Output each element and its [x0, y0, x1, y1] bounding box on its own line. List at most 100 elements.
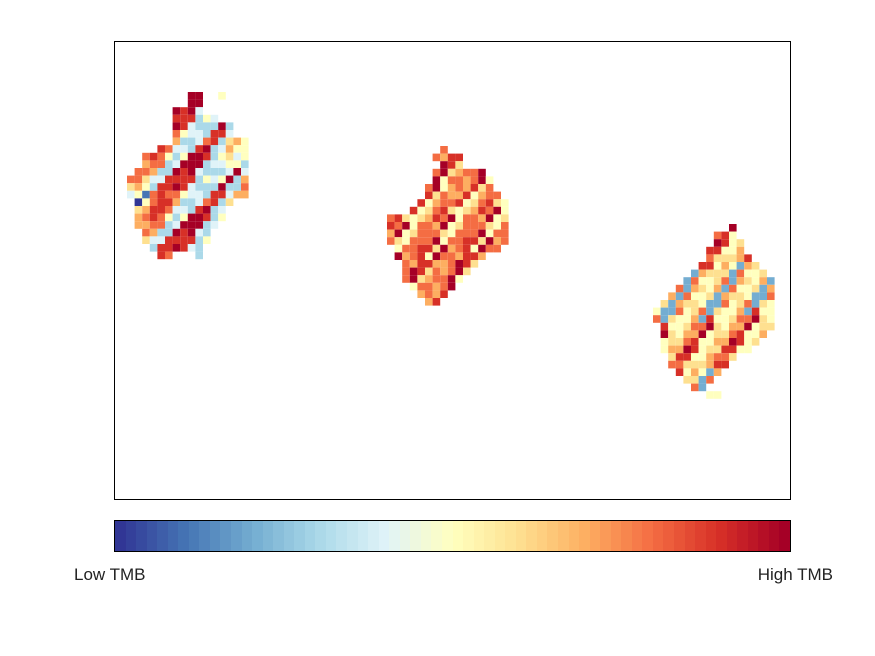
heatmap-cell — [767, 315, 775, 323]
heatmap-cell — [203, 228, 211, 237]
heatmap-cell — [218, 190, 226, 199]
heatmap-cell — [210, 152, 219, 161]
heatmap-cell — [225, 183, 234, 191]
heatmap-cell — [713, 360, 722, 369]
heatmap-cell — [470, 206, 479, 215]
heatmap-cell — [402, 222, 410, 230]
heatmap-cell — [744, 345, 752, 354]
heatmap-cell — [180, 152, 188, 161]
heatmap-cell — [187, 244, 196, 252]
colorbar-segment — [589, 521, 601, 551]
heatmap-cell — [425, 222, 433, 230]
heatmap-cell — [721, 315, 729, 323]
heatmap-cell — [195, 221, 203, 229]
heatmap-cell — [691, 368, 699, 376]
heatmap-cell — [713, 315, 722, 323]
heatmap-cell — [759, 315, 767, 323]
heatmap-cell — [432, 191, 441, 200]
heatmap-cell — [698, 322, 707, 331]
heatmap-cell — [713, 246, 722, 255]
heatmap-cell — [417, 222, 425, 230]
heatmap-cell — [683, 300, 691, 308]
colorbar-segment — [336, 521, 348, 551]
heatmap-cell — [409, 282, 418, 291]
heatmap-cell — [187, 145, 196, 153]
heatmap-cell — [447, 275, 456, 283]
heatmap-cell — [713, 391, 722, 399]
heatmap-cell — [706, 322, 714, 331]
heatmap-cell — [706, 391, 714, 399]
heatmap-cell — [440, 214, 448, 222]
heatmap-cell — [195, 228, 203, 237]
heatmap-cell — [195, 99, 203, 108]
heatmap-cell — [660, 307, 669, 316]
heatmap-cell — [195, 251, 203, 260]
heatmap-cell — [751, 307, 760, 316]
heatmap-cell — [165, 244, 173, 252]
heatmap-cell — [394, 237, 403, 245]
heatmap-cell — [729, 239, 737, 247]
heatmap-cell — [440, 222, 448, 230]
heatmap-cell — [203, 206, 211, 214]
heatmap-cell — [218, 213, 226, 222]
heatmap-cell — [195, 175, 203, 184]
heatmap-cell — [225, 122, 234, 130]
heatmap-cell — [195, 107, 203, 115]
colorbar-segment — [779, 521, 790, 551]
heatmap-cell — [432, 214, 441, 222]
heatmap-cell — [142, 168, 150, 176]
heatmap-cell — [210, 122, 219, 130]
heatmap-cell — [225, 152, 234, 161]
heatmap-cell — [409, 244, 418, 253]
heatmap-cell — [698, 368, 707, 376]
colorbar-segment — [220, 521, 232, 551]
colorbar-segment — [505, 521, 516, 551]
heatmap-cell — [447, 252, 456, 260]
colorbar-segment — [283, 521, 295, 551]
heatmap-cell — [195, 130, 203, 138]
heatmap-cell — [195, 213, 203, 222]
heatmap-cell — [675, 360, 684, 369]
heatmap-cell — [203, 221, 211, 229]
heatmap-cell — [187, 213, 196, 222]
heatmap-cell — [447, 267, 456, 276]
heatmap-cell — [402, 267, 410, 276]
heatmap-cell — [195, 145, 203, 153]
heatmap-cell — [447, 191, 456, 200]
heatmap-cell — [759, 300, 767, 308]
heatmap-cell — [440, 237, 448, 245]
heatmap-cell — [218, 122, 226, 130]
heatmap-cell — [493, 222, 501, 230]
heatmap-cell — [744, 277, 752, 285]
heatmap-cell — [425, 267, 433, 276]
heatmap-plot-area — [114, 41, 791, 500]
colorbar-segment — [199, 521, 210, 551]
heatmap-cell — [736, 330, 745, 338]
heatmap-cell — [713, 254, 722, 262]
heatmap-cell — [187, 92, 196, 100]
heatmap-cell — [744, 292, 752, 300]
heatmap-cell — [751, 315, 760, 323]
heatmap-cell — [425, 184, 433, 192]
heatmap-cell — [180, 206, 188, 214]
heatmap-cell — [713, 284, 722, 293]
heatmap-cell — [698, 315, 707, 323]
heatmap-cell — [142, 221, 150, 229]
heatmap-cell — [713, 307, 722, 316]
heatmap-cell — [463, 191, 471, 200]
heatmap-cell — [751, 269, 760, 278]
heatmap-cell — [149, 221, 158, 229]
heatmap-cell — [744, 300, 752, 308]
heatmap-cell — [744, 338, 752, 346]
heatmap-cell — [203, 152, 211, 161]
heatmap-cell — [134, 221, 143, 229]
heatmap-cell — [432, 290, 441, 298]
heatmap-cell — [721, 353, 729, 361]
heatmap-cell — [668, 307, 676, 316]
heatmap-cell — [142, 175, 150, 184]
heatmap-cell — [447, 184, 456, 192]
heatmap-cell — [660, 345, 669, 354]
heatmap-cell — [501, 229, 509, 238]
colorbar-segment — [209, 521, 221, 551]
heatmap-cell — [683, 277, 691, 285]
